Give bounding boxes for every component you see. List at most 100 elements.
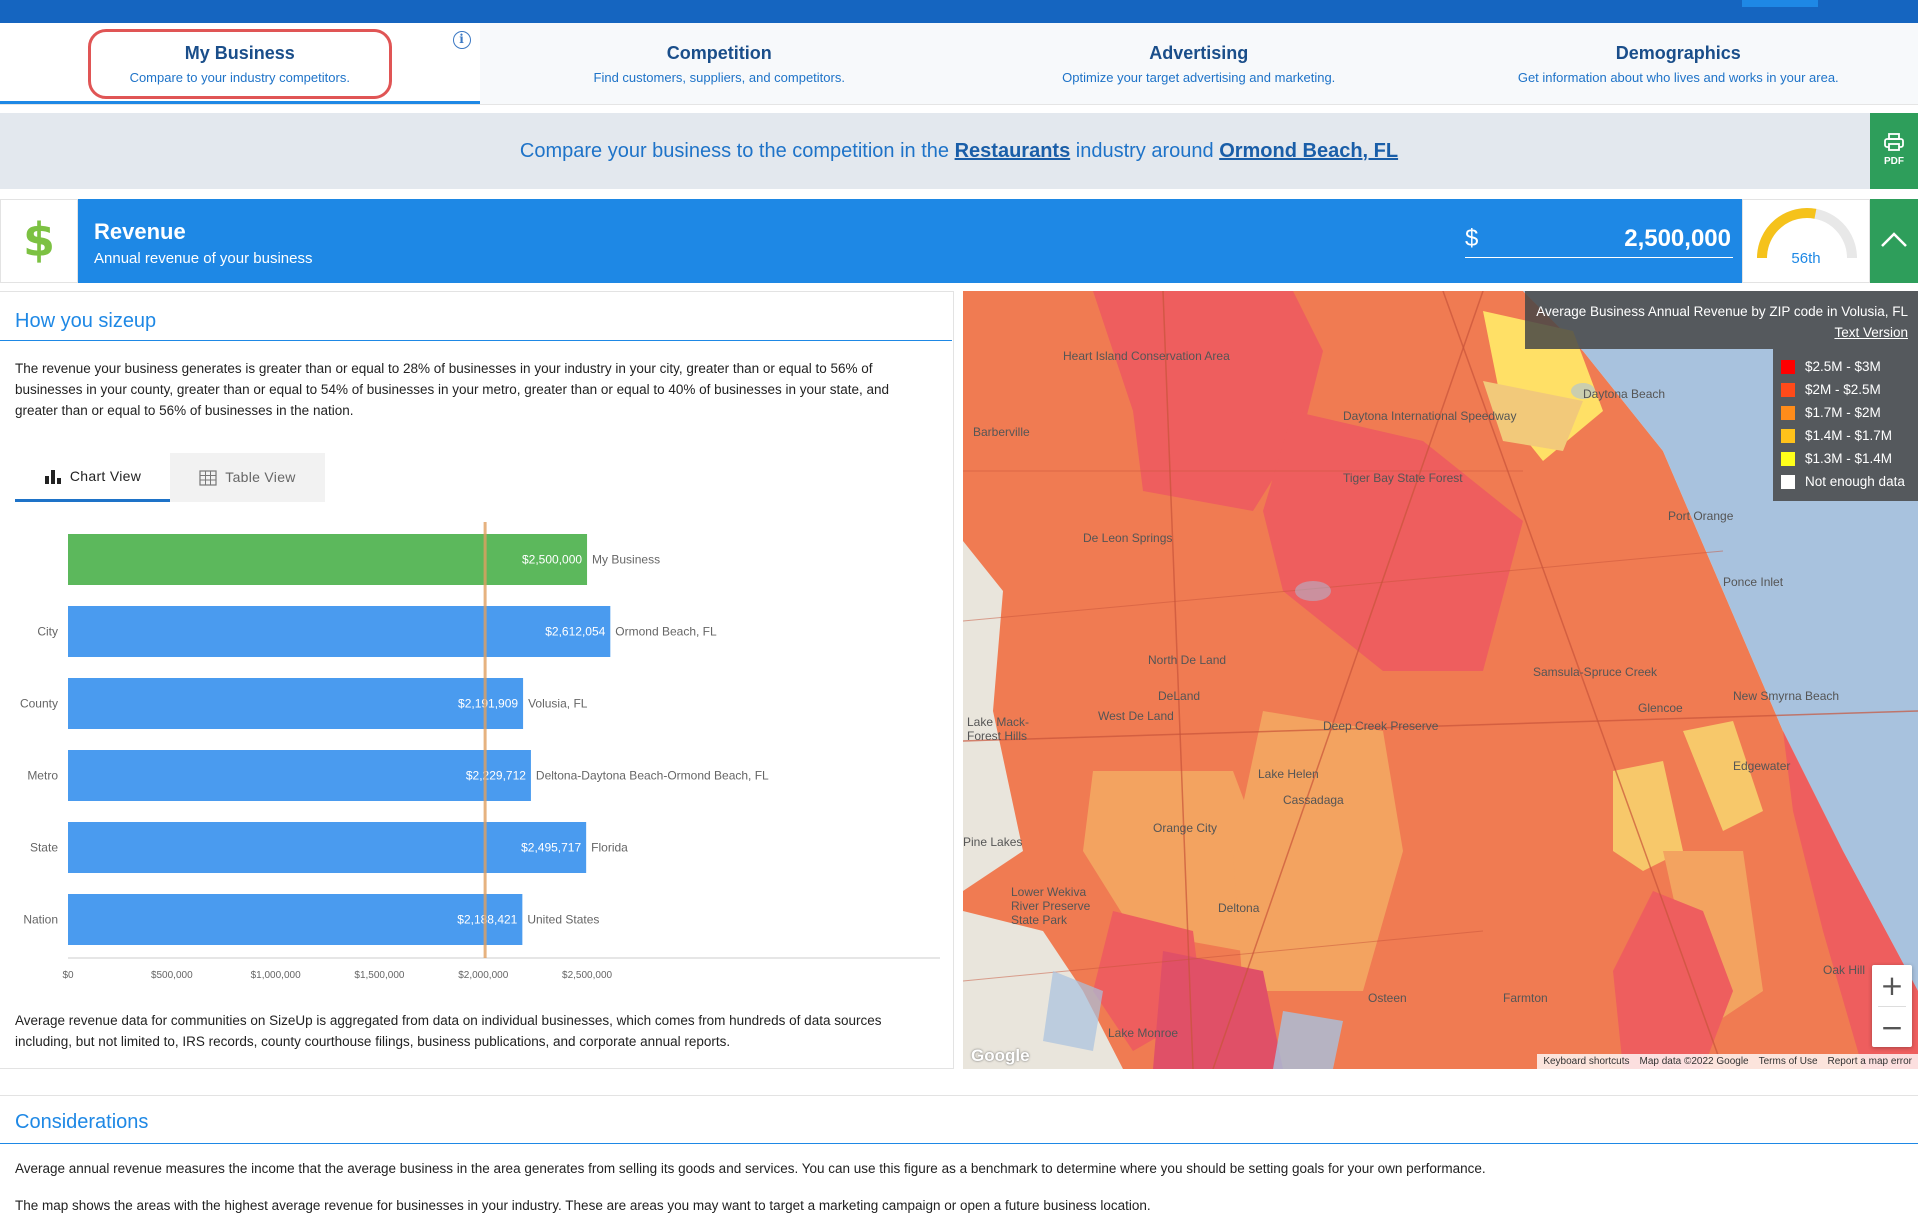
- map-place-label: Cassadaga: [1283, 793, 1344, 807]
- map-legend-header: Average Business Annual Revenue by ZIP c…: [1525, 291, 1918, 349]
- tab-advertising[interactable]: Advertising Optimize your target adverti…: [959, 23, 1439, 104]
- legend-item: $1.4M - $1.7M: [1781, 424, 1910, 447]
- bar-chart-icon: [44, 470, 61, 484]
- info-icon[interactable]: i: [452, 31, 471, 49]
- dollar-icon: $: [0, 199, 78, 283]
- collapse-button[interactable]: [1870, 199, 1918, 283]
- legend-swatch: [1781, 405, 1795, 420]
- report-error-link[interactable]: Report a map error: [1827, 1056, 1912, 1067]
- bar-series-label: My Business: [592, 553, 660, 567]
- x-tick-label: $500,000: [151, 970, 193, 981]
- map-legend-title: Average Business Annual Revenue by ZIP c…: [1536, 304, 1908, 319]
- map-place-label: Lake Monroe: [1108, 1026, 1179, 1040]
- bar: [68, 534, 588, 585]
- zoom-out-button[interactable]: −: [1880, 1011, 1904, 1044]
- map-place-label: Oak Hill: [1823, 963, 1866, 977]
- banner-prefix: Compare your business to the competition…: [519, 140, 955, 162]
- map-data-credit: Map data ©2022 Google: [1639, 1056, 1749, 1067]
- category-label: State: [30, 841, 58, 855]
- considerations-text: Average annual revenue measures the inco…: [15, 1161, 1486, 1176]
- legend-label: Not enough data: [1805, 474, 1905, 489]
- legend-item: $2M - $2.5M: [1781, 378, 1910, 401]
- legend-swatch: [1781, 451, 1795, 466]
- tab-demographics[interactable]: Demographics Get information about who l…: [1439, 23, 1918, 104]
- revenue-bar-chart: $2,500,000 My Business $2,612,054 Ormond Be…: [20, 522, 940, 981]
- x-tick-label: $2,500,000: [562, 970, 612, 981]
- bar-value-label: $2,612,054: [545, 625, 605, 639]
- bar-value-label: $2,229,712: [466, 769, 526, 783]
- category-label: City: [37, 625, 58, 639]
- top-nav-button[interactable]: [1742, 0, 1818, 7]
- view-tabs: Chart View Table View: [15, 453, 325, 502]
- category-label: Metro: [27, 769, 58, 783]
- banner-middle: industry around: [1070, 140, 1220, 162]
- category-label: County: [20, 697, 58, 711]
- table-view-tab[interactable]: Table View: [170, 453, 325, 502]
- tab-competition[interactable]: Competition Find customers, suppliers, a…: [480, 23, 960, 104]
- revenue-subtitle: Annual revenue of your business: [94, 250, 313, 267]
- legend-label: $1.3M - $1.4M: [1805, 451, 1893, 466]
- section-tabs: My Business Compare to your industry com…: [0, 23, 1918, 105]
- revenue-input[interactable]: $ 2,500,000: [1465, 225, 1733, 258]
- bar-value-label: $2,191,909: [458, 697, 518, 711]
- sizeup-title: How you sizeup: [15, 310, 157, 332]
- chart-view-tab[interactable]: Chart View: [15, 453, 170, 502]
- sizeup-panel: How you sizeup The revenue your business…: [0, 291, 954, 1069]
- google-logo: Google: [971, 1046, 1030, 1065]
- x-tick-label: $2,000,000: [458, 970, 508, 981]
- revenue-value: 2,500,000: [1624, 225, 1731, 252]
- tab-my-business[interactable]: My Business Compare to your industry com…: [0, 23, 480, 104]
- bar-value-label: $2,188,421: [457, 913, 517, 927]
- active-tab-highlight: [88, 29, 392, 99]
- map-place-label: Deltona: [1218, 901, 1260, 915]
- percentile-gauge: 56th: [1742, 199, 1870, 283]
- map-place-label: DeLand: [1158, 689, 1201, 703]
- bar: [68, 894, 523, 945]
- map-place-label: West De Land: [1098, 709, 1174, 723]
- map-place-label: Osteen: [1368, 991, 1407, 1005]
- map-place-label: North De Land: [1148, 653, 1227, 667]
- bar-value-label: $2,500,000: [522, 553, 582, 567]
- table-view-label: Table View: [225, 469, 296, 485]
- legend-label: $1.7M - $2M: [1805, 405, 1881, 420]
- map-place-label: Lower Wekiva River Preserve State Park: [1011, 885, 1091, 927]
- revenue-map[interactable]: Heart Island Conservation Area Daytona I…: [963, 291, 1918, 1069]
- tab-title: Competition: [666, 43, 772, 63]
- bar-value-label: $2,495,717: [521, 841, 581, 855]
- divider: [0, 1143, 1918, 1144]
- category-label: Nation: [23, 913, 58, 927]
- currency-symbol: $: [1465, 225, 1479, 252]
- revenue-header: $ Revenue Annual revenue of your busines…: [0, 199, 1918, 283]
- x-tick-label: $0: [62, 970, 74, 981]
- sizeup-description: The revenue your business generates is g…: [15, 361, 890, 418]
- text-version-link[interactable]: Text Version: [1834, 325, 1908, 340]
- location-link[interactable]: Ormond Beach, FL: [1219, 140, 1399, 162]
- legend-label: $1.4M - $1.7M: [1805, 428, 1893, 443]
- bar-series-label: Florida: [591, 841, 628, 855]
- terms-link[interactable]: Terms of Use: [1758, 1056, 1818, 1067]
- map-place-label: Lake Helen: [1258, 767, 1319, 781]
- tab-title: My Business: [184, 43, 295, 63]
- map-place-label: Tiger Bay State Forest: [1343, 471, 1463, 485]
- pdf-button[interactable]: PDF: [1870, 113, 1918, 189]
- legend-label: $2M - $2.5M: [1805, 382, 1881, 397]
- chevron-up-icon: [1881, 232, 1907, 247]
- keyboard-shortcuts-link[interactable]: Keyboard shortcuts: [1543, 1056, 1630, 1067]
- map-place-label: Orange City: [1153, 821, 1218, 835]
- industry-link[interactable]: Restaurants: [954, 140, 1071, 162]
- map-place-label: Farmton: [1503, 991, 1548, 1005]
- bar: [68, 606, 611, 657]
- bar: [68, 822, 587, 873]
- bar-series-label: Volusia, FL: [528, 697, 588, 711]
- zoom-in-button[interactable]: +: [1880, 969, 1904, 1002]
- legend-item: $1.3M - $1.4M: [1781, 447, 1910, 470]
- divider: [0, 340, 952, 341]
- legend-swatch: [1781, 359, 1795, 374]
- map-place-label: Daytona Beach: [1583, 387, 1666, 401]
- map-place-label: Heart Island Conservation Area: [1063, 349, 1230, 363]
- legend-label: $2.5M - $3M: [1805, 359, 1881, 374]
- map-place-label: De Leon Springs: [1083, 531, 1173, 545]
- chart-view-label: Chart View: [69, 467, 142, 484]
- map-place-label: Port Orange: [1668, 509, 1734, 523]
- map-place-label: Pine Lakes: [963, 835, 1023, 849]
